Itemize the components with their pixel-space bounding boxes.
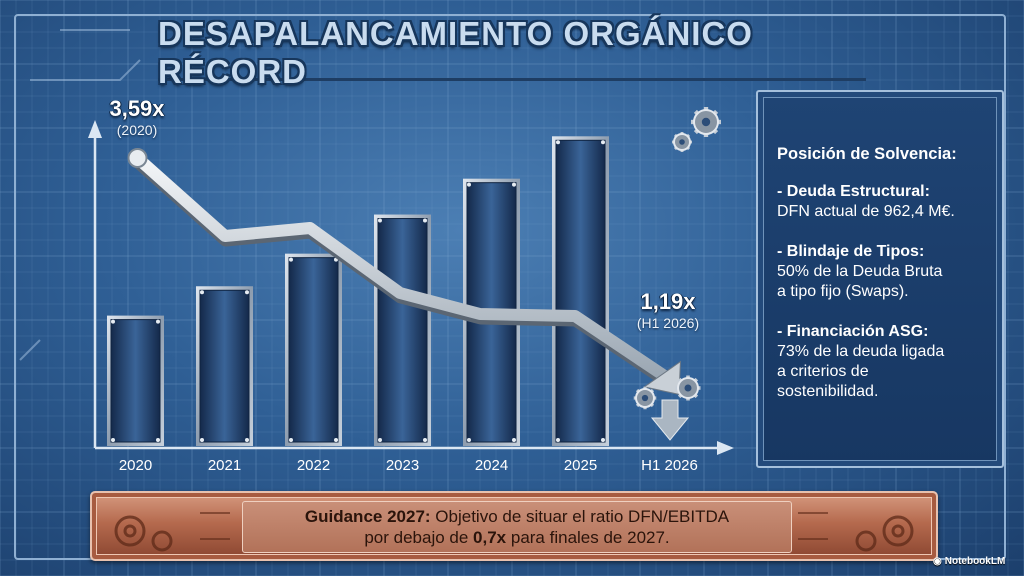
guidance-banner: Guidance 2027: Objetivo de situar el rat… [90, 491, 938, 561]
x-tick-label: 2023 [386, 457, 419, 474]
branding-text: NotebookLM [944, 556, 1006, 567]
trend-arrowhead-icon [643, 360, 681, 395]
bar-fill-2021 [199, 289, 250, 443]
rivet [378, 218, 382, 223]
item-title: - Blindaje de Tipos: [777, 243, 925, 260]
start-year: (2020) [116, 122, 158, 138]
item-line: 73% de la deuda ligada [777, 343, 945, 360]
rivet [156, 319, 160, 324]
panel-item-asg: - Financiación ASG: 73% de la deuda liga… [777, 322, 992, 402]
x-tick-label: 2021 [208, 457, 241, 474]
start-value: 3,59x [109, 96, 165, 121]
guidance-line1: Objetivo de situar el ratio DFN/EBITDA [430, 507, 730, 526]
rivet [512, 438, 516, 442]
notebooklm-icon: ◉ [933, 556, 942, 567]
panel-item-blindaje: - Blindaje de Tipos: 50% de la Deuda Bru… [777, 242, 992, 302]
guidance-label: Guidance 2027: [304, 507, 431, 526]
panel-item-deuda: - Deuda Estructural: DFN actual de 962,4… [777, 182, 992, 222]
bar-fill-2022 [288, 257, 339, 443]
down-arrow-icon [650, 399, 690, 441]
guidance-target: 0,7x [473, 528, 507, 547]
rivet [289, 438, 293, 442]
item-line: DFN actual de 962,4 M€. [777, 203, 955, 220]
x-tick-label: H1 2026 [641, 457, 698, 474]
trend-start-point [127, 148, 148, 168]
end-period: (H1 2026) [636, 315, 700, 331]
item-line: a criterios de [777, 363, 869, 380]
rivet [423, 218, 427, 223]
start-annotation: 3,59x (2020) [107, 96, 167, 138]
gear-icon [675, 375, 701, 401]
gear-icon [672, 132, 692, 152]
rivet [289, 257, 293, 262]
x-tick-labels: 2020 2021 2022 2023 2024 2025 H1 2026 [119, 457, 698, 474]
chart-axes [88, 120, 734, 455]
rivet [423, 438, 427, 442]
rivet [334, 438, 338, 442]
bar-fill-2023 [377, 218, 428, 443]
rivet [245, 290, 249, 295]
gear-decorations [633, 107, 721, 441]
rivet [556, 140, 560, 145]
branding: ◉ NotebookLM [933, 556, 1005, 567]
rivet [378, 438, 382, 442]
guidance-gear-icons [114, 512, 914, 552]
guidance-line2-start: por debajo de [364, 528, 474, 547]
rivet [200, 438, 204, 442]
item-title: - Deuda Estructural: [777, 183, 930, 200]
bar-fill-2020 [110, 319, 161, 443]
gear-icon [633, 386, 657, 410]
rivet [111, 438, 115, 442]
item-title: - Financiación ASG: [777, 323, 929, 340]
rivet [601, 140, 605, 145]
item-line: sostenibilidad. [777, 383, 879, 400]
trend-line [131, 152, 674, 384]
rivet [156, 438, 160, 442]
panel-heading: Posición de Solvencia: [777, 145, 957, 163]
rivet [200, 290, 204, 295]
x-axis-arrow-icon [717, 441, 734, 455]
trend-arrow [127, 148, 681, 395]
rivet [111, 319, 115, 324]
y-axis-arrow-icon [88, 120, 102, 138]
item-line: 50% de la Deuda Bruta [777, 263, 943, 280]
end-annotation: 1,19x (H1 2026) [628, 289, 708, 331]
x-tick-label: 2025 [564, 457, 597, 474]
solvency-panel: Posición de Solvencia: - Deuda Estructur… [756, 90, 1004, 468]
bar-fill-2025 [555, 139, 606, 443]
x-tick-label: 2022 [297, 457, 330, 474]
guidance-line2-end: para finales de 2027. [506, 528, 670, 547]
x-tick-label: 2020 [119, 457, 152, 474]
title-plate: DESAPALANCAMIENTO ORGÁNICO RÉCORD [158, 15, 866, 90]
rivet [245, 438, 249, 442]
rivet [467, 438, 471, 442]
rivet [512, 182, 516, 187]
gear-icon [691, 107, 721, 137]
guidance-text: Guidance 2027: Objetivo de situar el rat… [242, 501, 792, 553]
x-tick-label: 2024 [475, 457, 508, 474]
rivet [601, 438, 605, 442]
page-title: DESAPALANCAMIENTO ORGÁNICO RÉCORD [158, 15, 753, 90]
rivet [467, 182, 471, 187]
bar-series [107, 136, 609, 447]
end-value: 1,19x [640, 289, 696, 314]
item-line: a tipo fijo (Swaps). [777, 283, 909, 300]
rivet [556, 438, 560, 442]
